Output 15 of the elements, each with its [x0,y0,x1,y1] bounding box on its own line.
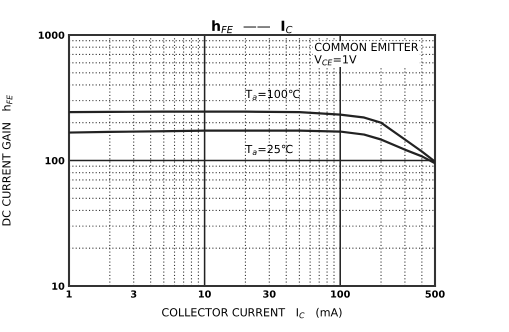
text: COLLECTOR CURRENT I$_{C}$ (mA) [162,308,342,318]
y-tick-label: 1000 [38,31,64,39]
x-tick-label: 1 [66,290,72,298]
y-tick-label: 100 [46,156,64,164]
x-tick-label: 10 [198,290,211,298]
annotation: COMMON EMITTER V$_{CE}$=1V [314,42,418,66]
x-tick-label: 30 [263,290,276,298]
chart-title: h$_{FE}$ —— I$_{C}$ [212,20,292,34]
x-tick-label: 3 [130,290,136,298]
y-tick-label: 10 [52,282,64,290]
y-axis-title: DC CURRENT GAIN h$_{FE}$ [2,94,12,226]
x-tick-label: 100 [331,290,350,298]
x-tick-label: 500 [426,290,445,298]
series-label: T$_{a}$=25℃ [245,144,293,155]
series-label: T$_{a}$=100℃ [245,90,300,100]
